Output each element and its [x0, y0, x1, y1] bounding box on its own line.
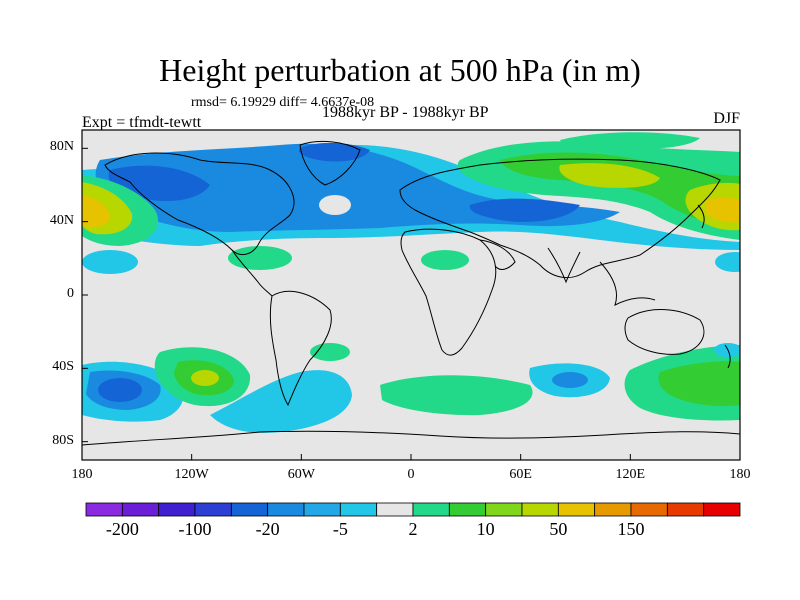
contour-negative-south-atlantic — [210, 370, 352, 433]
colorbar-label: -20 — [255, 519, 280, 539]
contour-positive-asia-core — [559, 163, 660, 188]
contour-positive-south-australia-mid — [658, 361, 740, 406]
contour-positive-south-indian — [380, 375, 533, 416]
colorbar-swatch — [267, 502, 305, 517]
contour-positive-atlantic-sub — [421, 250, 469, 270]
colorbar-swatch — [666, 502, 705, 517]
colorbar-swatch — [521, 502, 559, 517]
contour-negative-south-indian-core — [552, 372, 588, 388]
coastlines — [82, 140, 740, 446]
colorbar-swatch — [194, 502, 232, 517]
lat-tick-label: 40S — [52, 359, 74, 375]
colorbar-swatch — [485, 502, 523, 517]
contour-positive-north-pacific-west-core — [82, 195, 110, 227]
colorbar-swatch — [303, 502, 341, 517]
colorbar-swatch — [412, 502, 450, 517]
period-label: 1988kyr BP - 1988kyr BP — [322, 104, 489, 121]
lon-tick-label: 60W — [287, 467, 315, 482]
stats-line: rmsd= 6.19929 diff= 4.6637e-08 — [191, 95, 375, 110]
experiment-label: Expt = tfmdt-tewtt — [82, 114, 202, 131]
coast-southeast-asia — [599, 261, 656, 306]
contour-negative-tasman — [714, 343, 740, 357]
contour-negative-greenland — [298, 142, 370, 162]
lat-tick-label: 0 — [67, 286, 74, 301]
lat-ticks — [82, 147, 88, 443]
colorbar-swatch — [376, 502, 414, 517]
coast-greenland — [299, 140, 361, 186]
colorbar-swatch — [85, 502, 123, 517]
contour-negative-south-pacific-core — [98, 378, 142, 402]
coast-new-zealand — [724, 344, 731, 369]
colorbar-swatch — [121, 502, 160, 517]
contour-negative-pacific-sub — [82, 250, 138, 274]
colorbar-swatch — [594, 502, 632, 517]
colorbar-swatch — [448, 502, 487, 517]
colorbar-label: 50 — [549, 519, 568, 539]
colorbar-label: -100 — [178, 519, 212, 539]
coast-japan — [697, 204, 705, 229]
contour-positive-south-pacific-east-core — [191, 370, 219, 386]
colorbar-label: 10 — [476, 519, 495, 539]
season-label: DJF — [713, 110, 740, 127]
contour-positive-east-pacific-core — [705, 197, 740, 223]
coast-antarctica — [82, 430, 740, 446]
lon-tick-label: 60E — [509, 467, 532, 482]
lat-tick-label: 40N — [49, 212, 74, 228]
contour-neutral-hole — [319, 195, 351, 215]
colorbar-label: 150 — [617, 519, 645, 539]
lon-tick-label: 120W — [174, 467, 209, 482]
coast-arabia — [479, 239, 516, 270]
lat-tick-label: 80S — [52, 432, 74, 448]
contour-positive-asia-mid — [500, 152, 740, 228]
contour-negative-east-asia-sub — [715, 252, 740, 272]
colorbar-swatch — [703, 502, 741, 517]
coast-north-america — [104, 152, 295, 256]
colorbar-label: -200 — [105, 519, 139, 539]
lon-ticks — [81, 454, 741, 460]
colorbar-label: -5 — [332, 519, 348, 539]
colorbar-swatch — [557, 502, 596, 517]
contour-positive-arctic — [560, 132, 700, 150]
contour-negative-atlantic-inner — [469, 198, 580, 222]
colorbar-swatch — [630, 502, 668, 517]
colorbar-swatch — [339, 502, 378, 517]
contour-positive-caribbean — [228, 246, 292, 270]
lon-tick-label: 0 — [407, 467, 415, 482]
coast-south-america — [269, 290, 332, 407]
coast-india — [547, 247, 581, 284]
coast-australia — [624, 309, 705, 355]
colorbar-swatch — [158, 502, 196, 517]
colorbar-label: 2 — [408, 519, 418, 539]
lon-tick-label: 180 — [729, 467, 751, 482]
lon-tick-label: 120E — [615, 467, 646, 482]
plot-title: Height perturbation at 500 hPa (in m) — [159, 52, 641, 88]
coast-eurasia — [399, 158, 721, 279]
colorbar-swatch — [230, 502, 269, 517]
lon-tick-label: 180 — [71, 467, 93, 482]
coast-central-america — [231, 249, 273, 297]
lat-tick-label: 80N — [49, 139, 74, 155]
